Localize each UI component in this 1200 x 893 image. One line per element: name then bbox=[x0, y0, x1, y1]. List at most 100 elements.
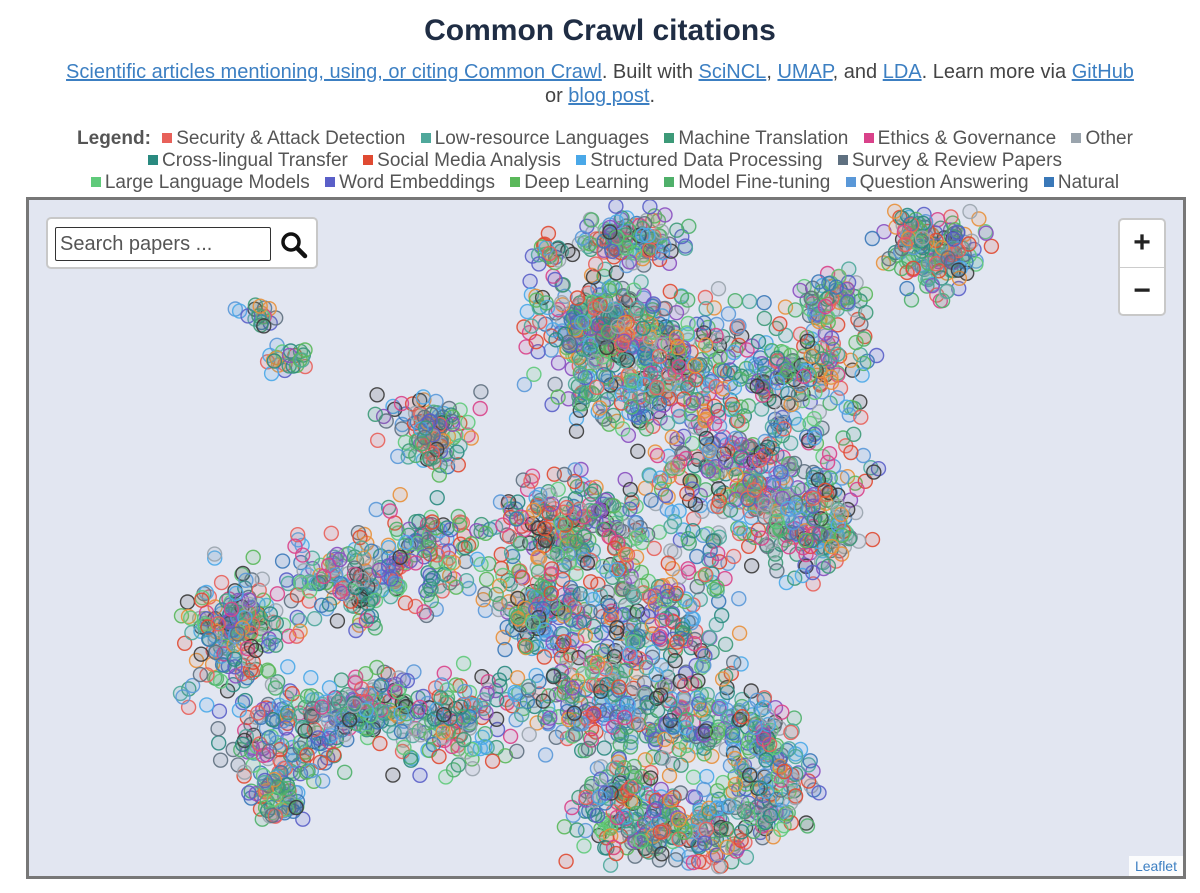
paper-point[interactable] bbox=[642, 770, 659, 786]
paper-point[interactable] bbox=[526, 502, 542, 518]
paper-point[interactable] bbox=[732, 520, 749, 536]
paper-point[interactable] bbox=[706, 415, 723, 432]
paper-point[interactable] bbox=[530, 564, 547, 580]
paper-point[interactable] bbox=[424, 514, 440, 530]
paper-point[interactable] bbox=[582, 337, 598, 353]
paper-point[interactable] bbox=[811, 525, 828, 542]
paper-point[interactable] bbox=[514, 706, 530, 723]
paper-point[interactable] bbox=[866, 464, 882, 480]
paper-point[interactable] bbox=[864, 230, 880, 247]
paper-point[interactable] bbox=[316, 568, 332, 585]
paper-point[interactable] bbox=[657, 731, 673, 748]
paper-point[interactable] bbox=[609, 809, 625, 826]
paper-point[interactable] bbox=[697, 566, 713, 583]
paper-point[interactable] bbox=[637, 345, 653, 361]
paper-point[interactable] bbox=[603, 661, 620, 677]
paper-point[interactable] bbox=[628, 805, 644, 822]
paper-point[interactable] bbox=[655, 750, 672, 766]
paper-point[interactable] bbox=[212, 752, 229, 768]
paper-point[interactable] bbox=[586, 503, 602, 519]
paper-point[interactable] bbox=[213, 574, 230, 591]
paper-point[interactable] bbox=[587, 354, 604, 370]
paper-point[interactable] bbox=[696, 315, 712, 331]
paper-point[interactable] bbox=[642, 200, 658, 215]
paper-point[interactable] bbox=[669, 634, 685, 650]
paper-point[interactable] bbox=[597, 785, 614, 801]
paper-point[interactable] bbox=[434, 677, 450, 693]
paper-point[interactable] bbox=[604, 243, 620, 259]
paper-point[interactable] bbox=[642, 242, 658, 258]
paper-point[interactable] bbox=[698, 300, 714, 317]
paper-point[interactable] bbox=[709, 316, 725, 333]
paper-point[interactable] bbox=[558, 853, 574, 869]
paper-point[interactable] bbox=[709, 725, 726, 741]
paper-point[interactable] bbox=[806, 410, 822, 427]
paper-point[interactable] bbox=[477, 738, 493, 755]
paper-point[interactable] bbox=[560, 334, 577, 351]
paper-point[interactable] bbox=[699, 768, 715, 785]
paper-point[interactable] bbox=[599, 297, 615, 314]
paper-point[interactable] bbox=[569, 290, 586, 306]
paper-point[interactable] bbox=[978, 225, 994, 241]
paper-point[interactable] bbox=[369, 659, 385, 676]
paper-point[interactable] bbox=[323, 525, 339, 541]
paper-point[interactable] bbox=[744, 558, 760, 574]
paper-point[interactable] bbox=[843, 444, 859, 461]
paper-point[interactable] bbox=[855, 447, 871, 464]
paper-point[interactable] bbox=[259, 662, 276, 678]
paper-point[interactable] bbox=[238, 572, 254, 588]
paper-point[interactable] bbox=[536, 520, 553, 537]
paper-point[interactable] bbox=[711, 859, 727, 875]
paper-point[interactable] bbox=[547, 376, 563, 393]
paper-point[interactable] bbox=[536, 649, 552, 665]
paper-point[interactable] bbox=[574, 230, 591, 246]
paper-point[interactable] bbox=[453, 699, 469, 715]
paper-point[interactable] bbox=[380, 558, 397, 574]
paper-point[interactable] bbox=[962, 203, 978, 220]
paper-point[interactable] bbox=[781, 539, 797, 555]
paper-point[interactable] bbox=[719, 684, 735, 701]
paper-point[interactable] bbox=[577, 627, 593, 644]
paper-point[interactable] bbox=[332, 551, 348, 568]
paper-point[interactable] bbox=[622, 645, 638, 662]
paper-point[interactable] bbox=[724, 725, 741, 741]
paper-points-layer[interactable] bbox=[29, 200, 1183, 876]
paper-point[interactable] bbox=[606, 498, 622, 514]
paper-point[interactable] bbox=[643, 492, 659, 508]
paper-point[interactable] bbox=[429, 490, 445, 506]
paper-point[interactable] bbox=[280, 659, 296, 675]
paper-point[interactable] bbox=[456, 683, 473, 700]
paper-point[interactable] bbox=[616, 709, 633, 726]
paper-point[interactable] bbox=[579, 555, 596, 571]
paper-point[interactable] bbox=[905, 260, 921, 277]
paper-point[interactable] bbox=[621, 254, 637, 270]
paper-point[interactable] bbox=[245, 549, 261, 565]
paper-point[interactable] bbox=[897, 236, 913, 253]
paper-point[interactable] bbox=[698, 337, 714, 353]
paper-point[interactable] bbox=[857, 286, 874, 302]
paper-point[interactable] bbox=[749, 378, 765, 394]
paper-point[interactable] bbox=[472, 400, 488, 417]
paper-point[interactable] bbox=[590, 280, 606, 297]
paper-point[interactable] bbox=[899, 280, 915, 297]
paper-point[interactable] bbox=[668, 329, 685, 346]
paper-point[interactable] bbox=[676, 391, 692, 407]
paper-point[interactable] bbox=[799, 333, 816, 350]
paper-point[interactable] bbox=[502, 728, 519, 744]
paper-point[interactable] bbox=[624, 372, 640, 389]
paper-point[interactable] bbox=[250, 705, 266, 721]
paper-point[interactable] bbox=[564, 680, 580, 696]
blog-post-link[interactable]: blog post bbox=[568, 85, 650, 107]
paper-point[interactable] bbox=[528, 333, 544, 350]
paper-point[interactable] bbox=[266, 791, 282, 808]
paper-point[interactable] bbox=[449, 444, 465, 460]
paper-point[interactable] bbox=[412, 767, 428, 783]
paper-point[interactable] bbox=[193, 592, 210, 608]
paper-point[interactable] bbox=[278, 720, 294, 736]
paper-point[interactable] bbox=[267, 637, 284, 653]
paper-point[interactable] bbox=[582, 341, 598, 358]
paper-point[interactable] bbox=[267, 680, 284, 696]
paper-point[interactable] bbox=[518, 638, 535, 655]
paper-point[interactable] bbox=[314, 597, 330, 613]
paper-point[interactable] bbox=[507, 684, 523, 700]
